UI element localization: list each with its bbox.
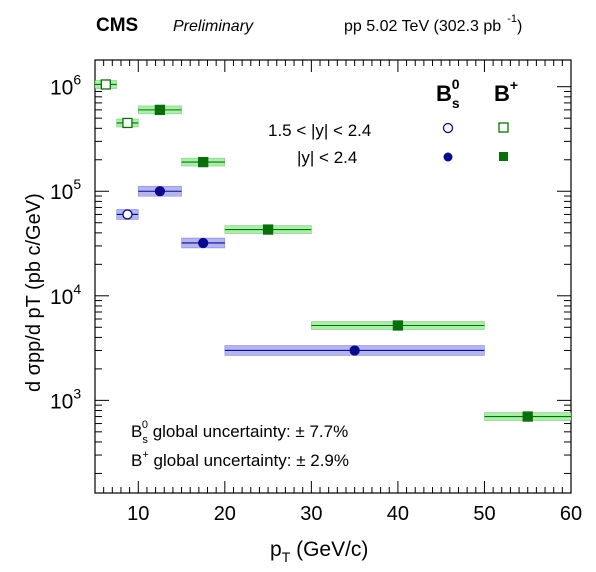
x-tick-label: 10 <box>127 503 149 525</box>
legend-filled-square-marker <box>499 152 508 161</box>
legend-open-square-marker <box>498 122 509 133</box>
plot-frame <box>94 59 572 494</box>
data-point <box>122 209 133 220</box>
y-tick-label: 104 <box>50 281 81 309</box>
legend-row2-label: |y| < 2.4 <box>297 148 357 167</box>
legend-row1-label: 1.5 < |y| < 2.4 <box>268 121 371 140</box>
y-axis-title: d σpp/d pT (pb c/GeV) <box>23 193 45 392</box>
data-point <box>392 320 404 331</box>
legend-open-circle-marker <box>442 122 454 134</box>
preliminary-label: Preliminary <box>173 18 254 35</box>
legend: Bs0 B+ 1.5 < |y| < 2.4 |y| < 2.4 <box>268 76 518 167</box>
data-point <box>522 411 533 422</box>
cms-label: CMS <box>96 15 138 36</box>
y-axis-ticks: 106 105 104 103 <box>50 72 571 474</box>
x-axis-title: pT (GeV/c) <box>270 538 368 565</box>
data-point <box>198 156 209 168</box>
bplus-global-uncertainty: B+ global uncertainty: ± 2.9% <box>131 449 349 470</box>
data-markers <box>95 79 571 422</box>
data-point <box>349 345 360 356</box>
legend-bplus-header: B+ <box>494 77 518 106</box>
y-tick-label: 105 <box>50 176 81 204</box>
x-tick-label: 30 <box>300 503 322 525</box>
y-tick-label: 106 <box>50 72 81 100</box>
legend-filled-circle-marker <box>443 152 453 162</box>
data-point <box>154 186 166 197</box>
x-tick-label: 50 <box>473 503 495 525</box>
x-axis-ticks: 10 20 30 40 50 60 <box>94 60 582 525</box>
x-tick-label: 60 <box>560 503 582 525</box>
data-point <box>100 79 111 90</box>
y-tick-label: 103 <box>50 385 81 413</box>
x-tick-label: 40 <box>387 503 409 525</box>
x-tick-label: 20 <box>214 503 236 525</box>
bs-global-uncertainty: Bs0 global uncertainty: ± 7.7% <box>131 419 348 446</box>
data-point <box>262 224 274 235</box>
energy-lumi-label: pp 5.02 TeV (302.3 pb -1) <box>344 13 522 35</box>
data-point <box>198 237 209 249</box>
data-point <box>122 117 133 129</box>
legend-bs-header: Bs0 <box>436 76 460 111</box>
data-point <box>154 104 166 116</box>
